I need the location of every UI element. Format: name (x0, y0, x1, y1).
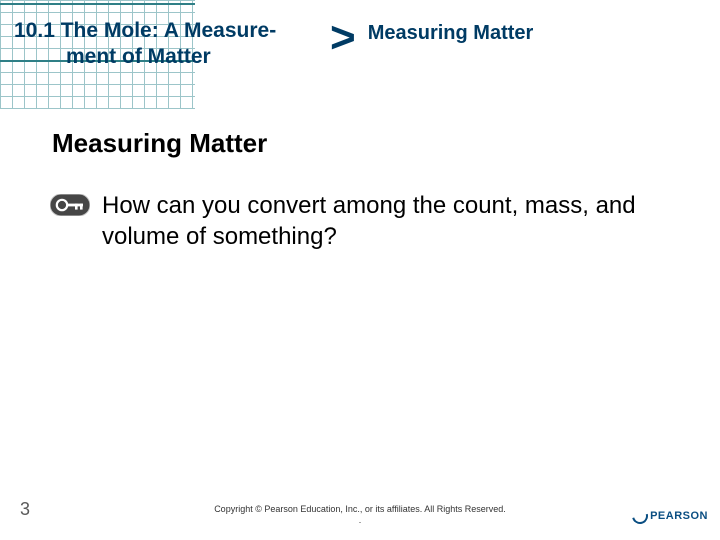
body-question: How can you convert among the count, mas… (102, 190, 660, 252)
key-icon (50, 194, 90, 221)
subheading: Measuring Matter (52, 128, 267, 159)
publisher-logo: PEARSON (632, 508, 708, 524)
section-title-line2: ment of Matter (14, 44, 211, 70)
slide: 10.1 The Mole: A Measure- ment of Matter… (0, 0, 720, 540)
chevron-icon: > (330, 18, 356, 58)
publisher-name: PEARSON (650, 510, 708, 522)
copyright-line2: . (359, 515, 362, 525)
copyright: Copyright © Pearson Education, Inc., or … (0, 504, 720, 526)
section-title: 10.1 The Mole: A Measure- ment of Matter (14, 18, 324, 71)
key-concept-row: How can you convert among the count, mas… (50, 190, 660, 252)
section-title-line1: 10.1 The Mole: A Measure- (14, 19, 276, 42)
header: 10.1 The Mole: A Measure- ment of Matter… (14, 18, 700, 71)
breadcrumb: Measuring Matter (368, 22, 534, 45)
logo-arc-icon (629, 505, 651, 527)
copyright-line1: Copyright © Pearson Education, Inc., or … (214, 504, 506, 514)
